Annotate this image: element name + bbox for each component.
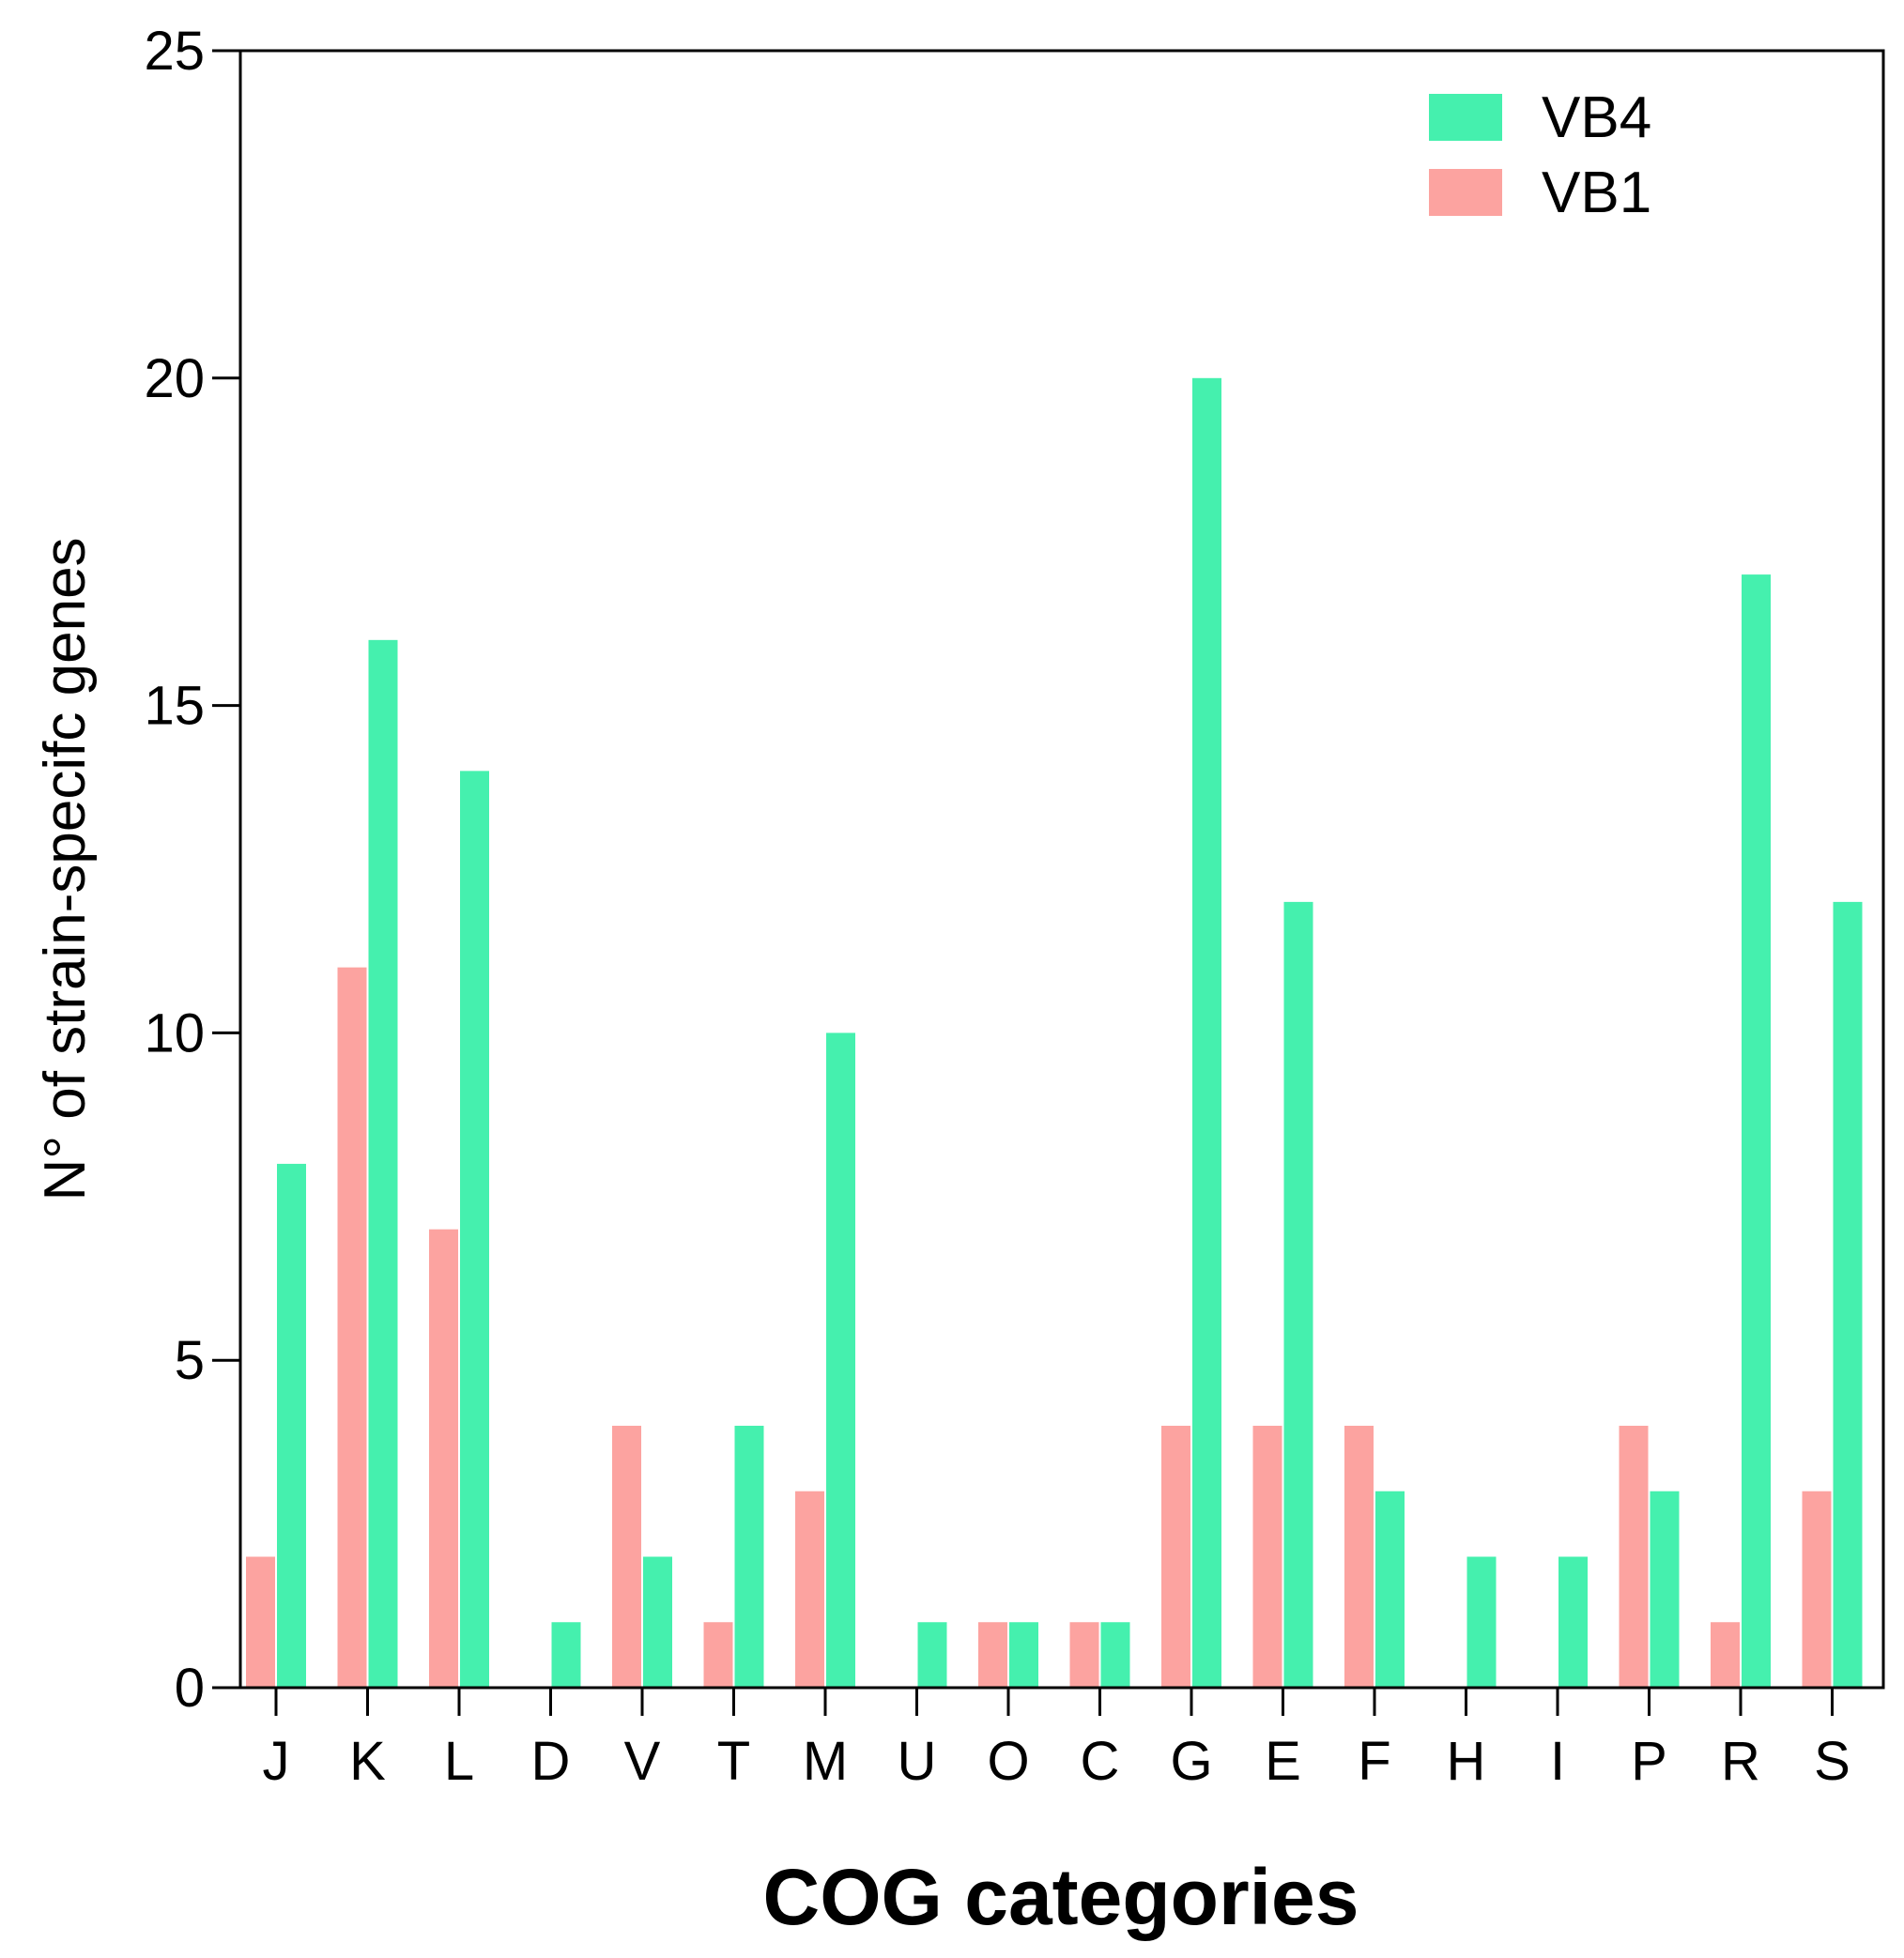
bar-vb1-k — [337, 967, 367, 1688]
bar-vb4-d — [551, 1622, 581, 1688]
bar-vb1-t — [703, 1622, 733, 1688]
bar-vb1-g — [1161, 1425, 1190, 1688]
bar-vb1-o — [978, 1622, 1007, 1688]
bar-vb4-u — [917, 1622, 947, 1688]
x-tick-label-f: F — [1358, 1731, 1390, 1792]
legend-swatch-vb4 — [1429, 94, 1502, 141]
x-tick-label-o: O — [987, 1731, 1029, 1792]
x-tick-label-s: S — [1814, 1731, 1850, 1792]
bar-vb4-r — [1742, 574, 1771, 1688]
x-tick-label-t: T — [717, 1731, 750, 1792]
bar-vb1-p — [1619, 1425, 1649, 1688]
bar-vb1-s — [1802, 1491, 1832, 1688]
x-tick-label-h: H — [1447, 1731, 1486, 1792]
y-tick-label: 10 — [144, 1002, 205, 1063]
x-axis-title: COG categories — [763, 1853, 1359, 1941]
bar-vb4-s — [1833, 901, 1863, 1688]
bar-vb1-c — [1069, 1622, 1099, 1688]
bar-vb4-h — [1466, 1556, 1497, 1688]
bar-vb4-p — [1650, 1491, 1680, 1688]
x-tick-label-d: D — [531, 1731, 571, 1792]
bar-vb1-l — [429, 1229, 458, 1688]
bar-vb1-e — [1252, 1425, 1282, 1688]
legend-label-vb1: VB1 — [1542, 161, 1651, 225]
y-tick-label: 5 — [175, 1330, 205, 1391]
bar-vb1-f — [1344, 1425, 1374, 1688]
x-tick-label-l: L — [444, 1731, 474, 1792]
x-tick-label-r: R — [1721, 1731, 1760, 1792]
bar-vb4-g — [1192, 377, 1221, 1688]
x-tick-label-p: P — [1631, 1731, 1667, 1792]
x-tick-label-j: J — [263, 1731, 290, 1792]
y-tick-label: 20 — [144, 348, 205, 409]
plot-area-frame — [238, 49, 1885, 1690]
bar-vb4-l — [460, 771, 489, 1688]
bar-vb4-i — [1559, 1556, 1588, 1688]
y-tick-label: 0 — [175, 1658, 205, 1719]
bar-vb4-f — [1375, 1491, 1405, 1688]
y-tick-label: 25 — [144, 21, 205, 82]
x-tick-label-m: M — [803, 1731, 848, 1792]
x-tick-label-g: G — [1170, 1731, 1212, 1792]
y-tick-label: 15 — [144, 676, 205, 737]
bar-vb4-e — [1283, 901, 1313, 1688]
x-tick-label-k: K — [349, 1731, 386, 1792]
x-tick-label-e: E — [1265, 1731, 1301, 1792]
bar-vb1-r — [1711, 1622, 1740, 1688]
bar-vb4-k — [368, 639, 398, 1688]
bar-vb4-t — [734, 1425, 764, 1688]
y-axis: 0 5 10 15 20 25 — [144, 21, 240, 1719]
bar-vb1-v — [612, 1425, 641, 1688]
x-tick-label-i: I — [1550, 1731, 1565, 1792]
legend-label-vb4: VB4 — [1542, 85, 1651, 150]
legend-swatch-vb1 — [1429, 169, 1502, 216]
bar-vb4-m — [826, 1033, 855, 1688]
x-tick-label-u: U — [898, 1731, 937, 1792]
x-tick-label-v: V — [624, 1731, 661, 1792]
x-tick-label-c: C — [1081, 1731, 1120, 1792]
bars-group — [246, 377, 1863, 1688]
y-axis-title: N° of strain-specifc genes — [33, 537, 98, 1201]
bar-vb4-v — [643, 1556, 672, 1688]
bar-vb4-c — [1100, 1622, 1130, 1688]
bar-vb4-o — [1009, 1622, 1038, 1688]
bar-vb1-m — [795, 1491, 824, 1688]
bar-vb4-j — [277, 1163, 306, 1688]
bar-vb1-j — [246, 1556, 275, 1688]
